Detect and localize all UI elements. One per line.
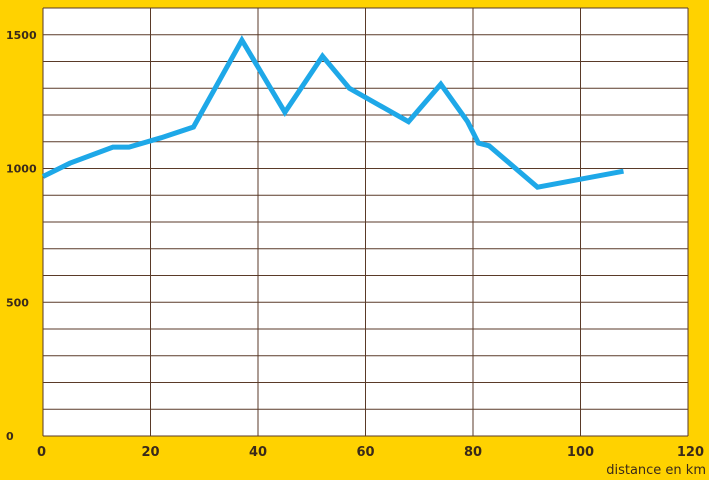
x-tick-label: 60 bbox=[356, 445, 374, 460]
x-tick-labels: 0 20 40 60 80 100 120 bbox=[37, 445, 704, 460]
x-axis-label: distance en km bbox=[606, 463, 706, 478]
y-tick-label: 1500 bbox=[6, 29, 37, 42]
x-tick-label: 40 bbox=[249, 445, 267, 460]
y-tick-labels: 0 500 1000 1500 bbox=[6, 29, 37, 443]
x-tick-label: 0 bbox=[37, 445, 46, 460]
series-line bbox=[41, 35, 624, 190]
x-tick-label: 100 bbox=[567, 445, 594, 460]
y-tick-label: 1000 bbox=[6, 163, 37, 176]
y-tick-label: 0 bbox=[6, 430, 14, 443]
x-tick-label: 120 bbox=[677, 445, 704, 460]
x-tick-label: 80 bbox=[464, 445, 482, 460]
series-group bbox=[41, 35, 624, 190]
y-tick-label: 500 bbox=[6, 296, 29, 309]
x-tick-label: 20 bbox=[141, 445, 159, 460]
vertical-gridlines bbox=[42, 8, 689, 436]
